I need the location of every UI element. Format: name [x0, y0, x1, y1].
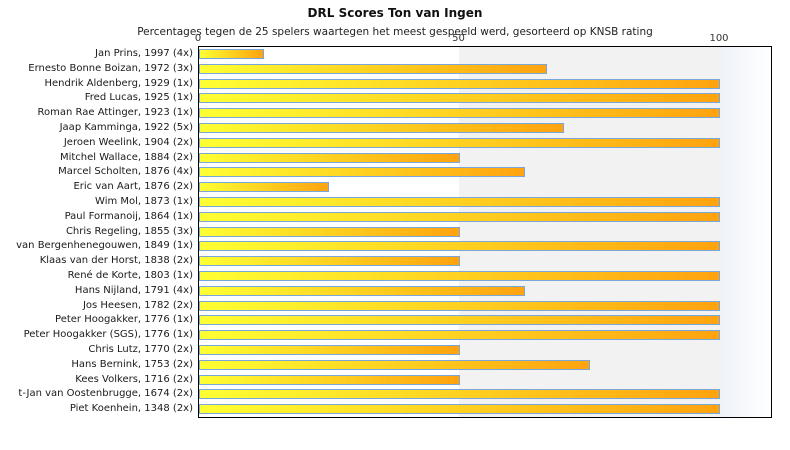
- bar-row: [199, 358, 771, 373]
- bar: [199, 241, 720, 252]
- bar: [199, 196, 720, 207]
- row-label: Chris Regeling, 1855 (3x): [65, 225, 193, 237]
- row-label: Paul Formanoij, 1864 (1x): [64, 210, 193, 222]
- bar-row: [199, 77, 771, 92]
- bar-row: [199, 284, 771, 299]
- row-label: Jaap Kamminga, 1922 (5x): [59, 121, 193, 133]
- bar-row: [199, 269, 771, 284]
- row-label: t-Jan van Oostenbrugge, 1674 (2x): [18, 388, 193, 400]
- row-label: Kees Volkers, 1716 (2x): [75, 373, 193, 385]
- bar-series: [199, 47, 771, 417]
- row-label: Ernesto Bonne Boizan, 1972 (3x): [28, 62, 193, 74]
- bar-row: [199, 165, 771, 180]
- row-label: Wim Mol, 1873 (1x): [95, 195, 193, 207]
- bar-row: [199, 136, 771, 151]
- bar: [199, 270, 720, 281]
- chart-subtitle: Percentages tegen de 25 spelers waartege…: [137, 26, 653, 38]
- bar: [199, 285, 525, 296]
- bar: [199, 404, 720, 415]
- row-label: Hans Nijland, 1791 (4x): [74, 284, 193, 296]
- bar-row: [199, 151, 771, 166]
- row-label: Eric van Aart, 1876 (2x): [73, 181, 193, 193]
- bar: [199, 256, 460, 267]
- row-label: Jeroen Weelink, 1904 (2x): [63, 136, 193, 148]
- bar-row: [199, 373, 771, 388]
- bar-row: [199, 210, 771, 225]
- bar: [199, 63, 547, 74]
- row-label: Mitchel Wallace, 1884 (2x): [59, 151, 193, 163]
- bar-row: [199, 225, 771, 240]
- bar: [199, 300, 720, 311]
- bar-row: [199, 239, 771, 254]
- row-label: Klaas van der Horst, 1838 (2x): [39, 255, 193, 267]
- bar-row: [199, 62, 771, 77]
- bar: [199, 330, 720, 341]
- bar: [199, 93, 720, 104]
- plot-area: [198, 46, 772, 418]
- bar: [199, 122, 564, 133]
- bar: [199, 226, 460, 237]
- band-over-100: [720, 47, 771, 417]
- bar: [199, 389, 720, 400]
- bar: [199, 152, 460, 163]
- bar: [199, 211, 720, 222]
- bar-row: [199, 121, 771, 136]
- bar: [199, 374, 460, 385]
- bar-row: [199, 91, 771, 106]
- bar: [199, 137, 720, 148]
- bar-row: [199, 387, 771, 402]
- x-tick-label: 100: [709, 33, 729, 44]
- bar: [199, 359, 590, 370]
- bar-row: [199, 47, 771, 62]
- bar-row: [199, 195, 771, 210]
- bar: [199, 167, 525, 178]
- bar-row: [199, 313, 771, 328]
- row-label: Piet Koenhein, 1348 (2x): [69, 403, 193, 415]
- row-label: Hendrik Aldenberg, 1929 (1x): [44, 77, 193, 89]
- row-label: van Bergenhenegouwen, 1849 (1x): [16, 240, 193, 252]
- chart-title: DRL Scores Ton van Ingen: [307, 6, 483, 20]
- bar: [199, 315, 720, 326]
- row-label: Jan Prins, 1997 (4x): [95, 48, 193, 59]
- bar-row: [199, 254, 771, 269]
- row-label: Roman Rae Attinger, 1923 (1x): [37, 107, 194, 119]
- x-tick-label: 0: [194, 33, 202, 44]
- bar-row: [199, 299, 771, 314]
- row-label: Chris Lutz, 1770 (2x): [88, 343, 193, 355]
- bar-row: [199, 180, 771, 195]
- row-label: Jos Heesen, 1782 (2x): [82, 299, 193, 311]
- bar: [199, 78, 720, 89]
- row-label: Peter Hoogakker, 1776 (1x): [55, 314, 193, 326]
- bar-row: [199, 402, 771, 417]
- row-label: Peter Hoogakker (SGS), 1776 (1x): [23, 329, 193, 341]
- bar: [199, 49, 265, 59]
- bar-row: [199, 328, 771, 343]
- bar-row: [199, 106, 771, 121]
- row-label: Fred Lucas, 1925 (1x): [84, 92, 193, 104]
- bar: [199, 344, 460, 355]
- row-label: René de Korte, 1803 (1x): [67, 269, 193, 281]
- bar: [199, 182, 330, 193]
- bar: [199, 108, 720, 119]
- category-labels: Jan Prins, 1997 (4x) Ernesto Bonne Boizan…: [0, 47, 193, 417]
- row-label: Hans Bernink, 1753 (2x): [71, 358, 193, 370]
- row-label: Marcel Scholten, 1876 (4x): [58, 166, 193, 178]
- x-tick-label: 50: [452, 33, 465, 44]
- bar-row: [199, 343, 771, 358]
